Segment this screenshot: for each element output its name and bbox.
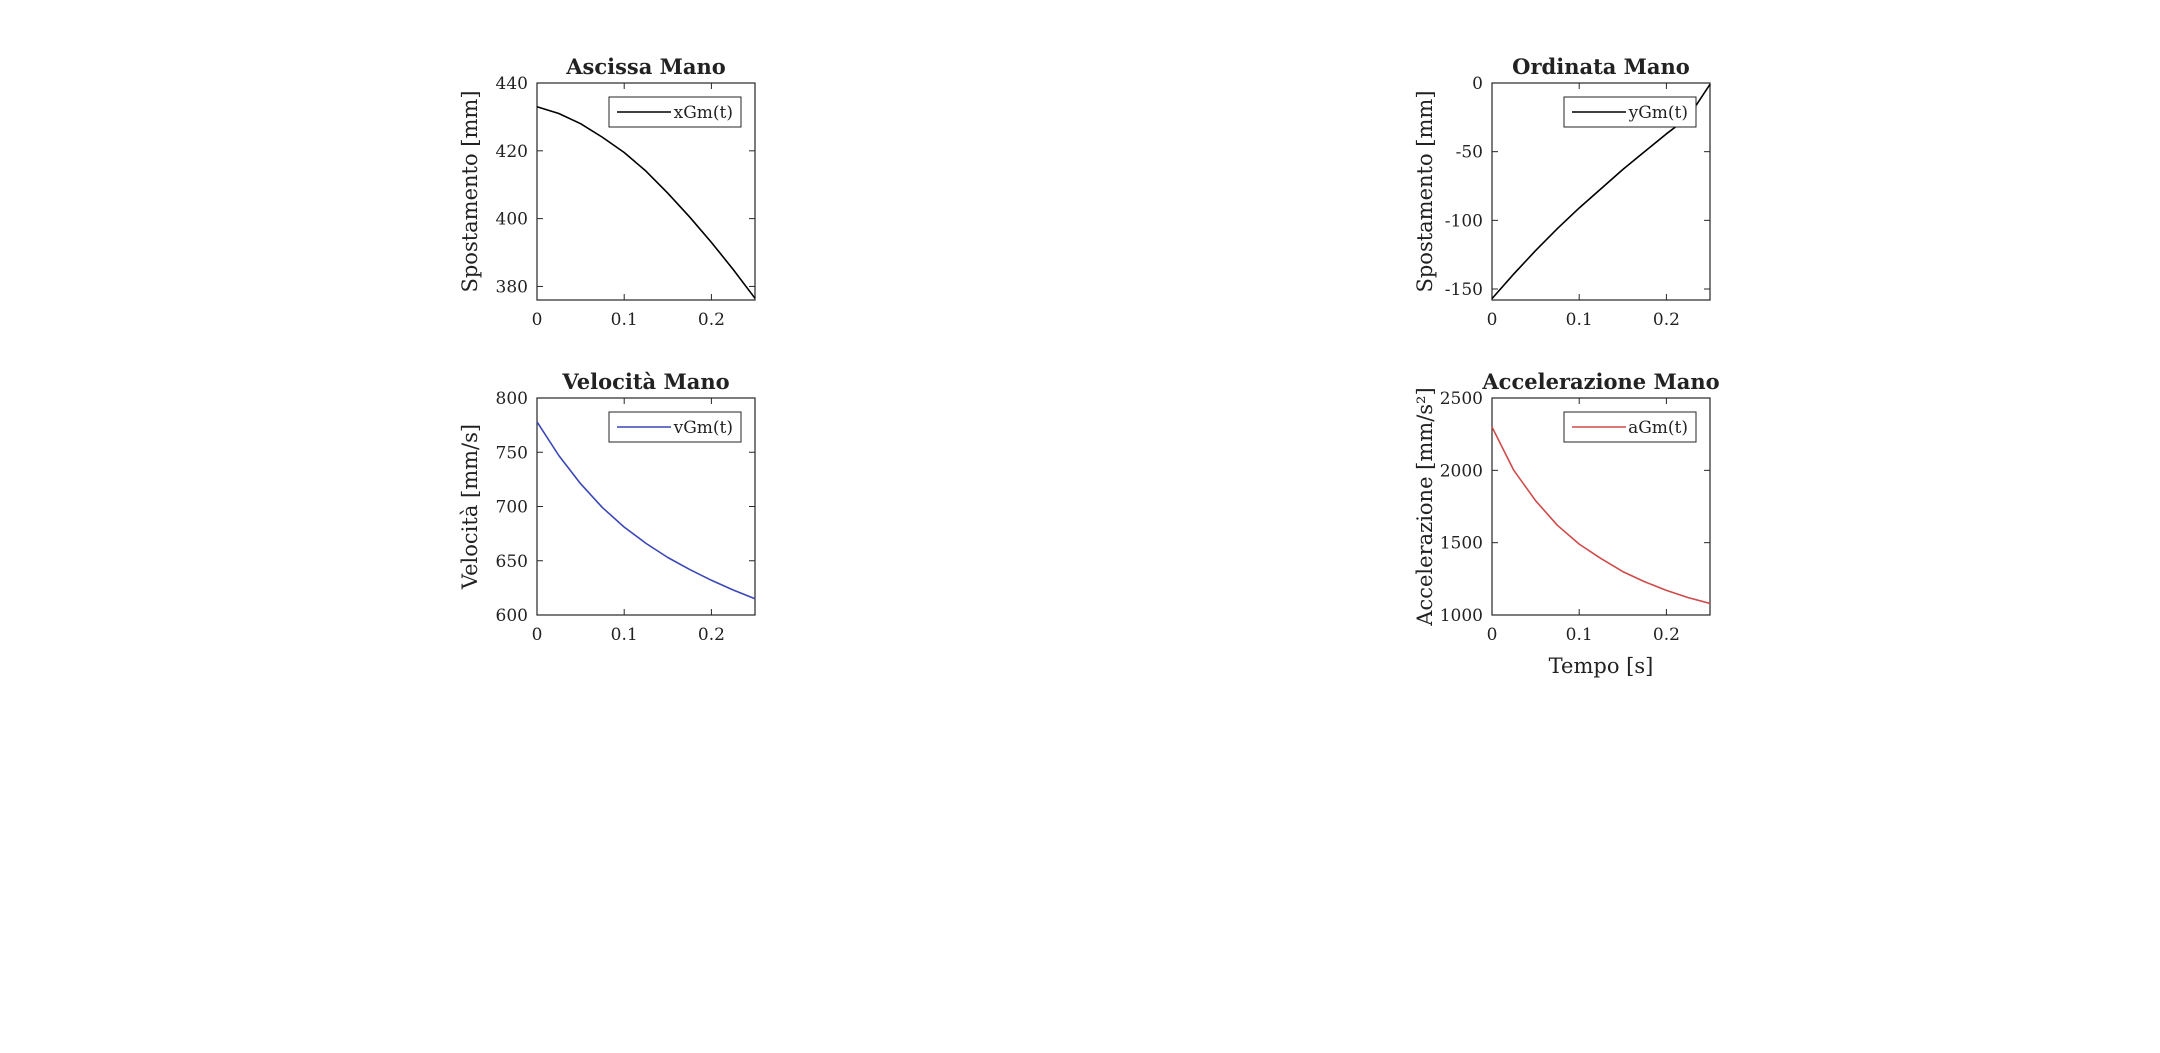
series-line — [536, 105, 756, 299]
y-tick-label: 750 — [496, 443, 528, 463]
y-tick-label: 380 — [496, 277, 528, 297]
y-tick-label: 2000 — [1440, 461, 1483, 481]
y-tick-label: -50 — [1456, 143, 1483, 163]
y-axis-label: Spostamento [mm] — [458, 90, 482, 292]
y-axis-label: Accelerazione [mm/s²] — [1413, 387, 1437, 626]
chart-title: Accelerazione Mano — [1481, 369, 1719, 394]
y-tick-label: 440 — [496, 74, 528, 94]
x-tick-label: 0 — [1487, 625, 1498, 645]
x-tick-label: 0.1 — [611, 625, 638, 645]
y-tick-label: -100 — [1445, 211, 1483, 231]
chart-panel-2: Ordinata Mano 0 0.1 0.2 -150 -100 -50 0 Spostame… — [1413, 54, 1711, 330]
chart-panel-3: Velocità Mano 0 0.1 0.2 600 650 700 750 800 Veloc… — [458, 369, 756, 645]
x-tick-label: 0 — [532, 310, 543, 330]
y-tick-label: 1000 — [1440, 606, 1483, 626]
y-axis-label: Velocità [mm/s] — [458, 424, 482, 590]
legend-label: aGm(t) — [1628, 418, 1688, 438]
y-tick-label: -150 — [1445, 280, 1483, 300]
y-tick-label: 800 — [496, 389, 528, 409]
y-tick-label: 600 — [496, 606, 528, 626]
y-axis-label: Spostamento [mm] — [1413, 90, 1437, 292]
legend-label: vGm(t) — [673, 418, 733, 438]
chart-title: Ordinata Mano — [1512, 54, 1690, 79]
y-tick-label: 1500 — [1440, 534, 1483, 554]
x-tick-label: 0 — [1487, 310, 1498, 330]
x-tick-label: 0.1 — [611, 310, 638, 330]
y-tick-label: 0 — [1472, 74, 1483, 94]
x-tick-label: 0.2 — [1653, 625, 1680, 645]
x-axis-label: Tempo [s] — [1549, 654, 1654, 678]
y-tick-label: 2500 — [1440, 389, 1483, 409]
series-line — [536, 421, 756, 600]
legend-label: yGm(t) — [1628, 103, 1688, 123]
y-tick-label: 650 — [496, 552, 528, 572]
x-tick-label: 0.2 — [1653, 310, 1680, 330]
chart-title: Ascissa Mano — [565, 54, 726, 79]
series-line — [1491, 83, 1711, 300]
chart-panel-1: Ascissa Mano 0 0.1 0.2 380 400 420 440 Spostamen… — [458, 54, 756, 330]
x-tick-label: 0.1 — [1566, 310, 1593, 330]
legend-label: xGm(t) — [674, 103, 733, 123]
y-tick-label: 420 — [496, 142, 528, 162]
chart-title: Velocità Mano — [561, 369, 729, 394]
x-tick-label: 0.2 — [698, 310, 725, 330]
y-tick-label: 700 — [496, 498, 528, 518]
x-tick-label: 0.1 — [1566, 625, 1593, 645]
series-line — [1491, 426, 1711, 605]
y-tick-label: 400 — [496, 210, 528, 230]
chart-panel-4: Accelerazione Mano 0 0.1 0.2 1000 1500 2000 250… — [1413, 369, 1720, 678]
x-tick-label: 0.2 — [698, 625, 725, 645]
x-tick-label: 0 — [532, 625, 543, 645]
